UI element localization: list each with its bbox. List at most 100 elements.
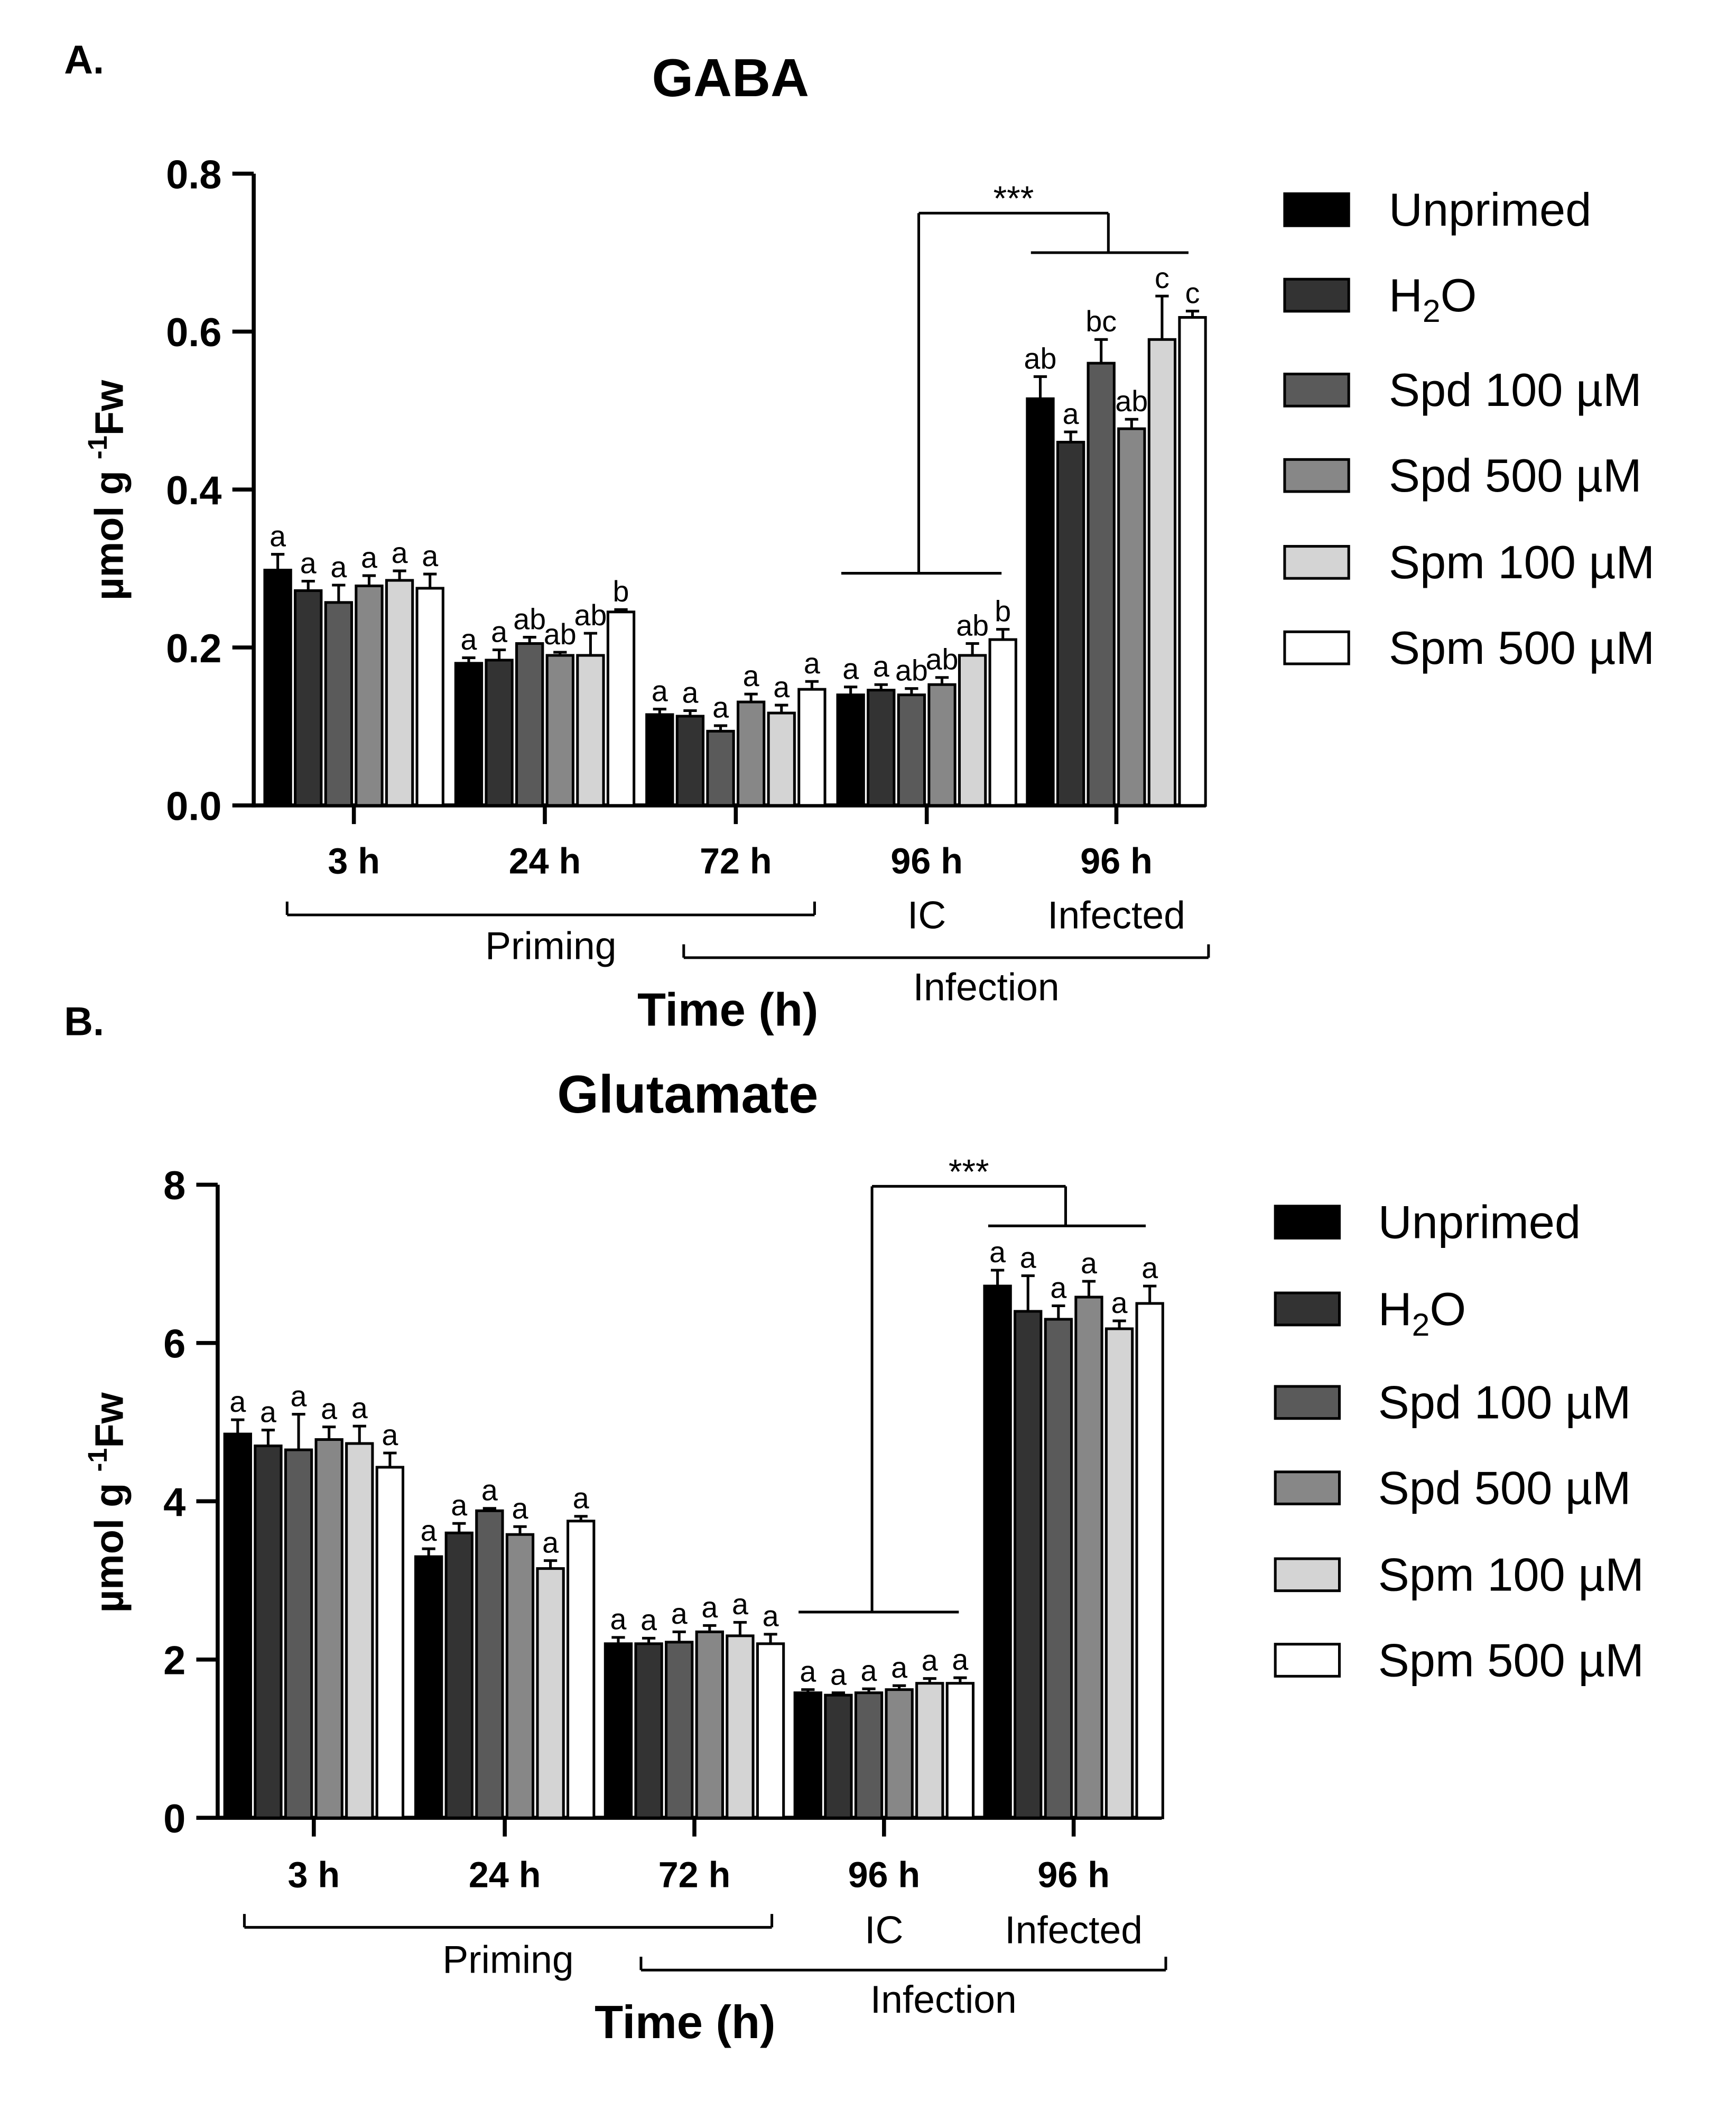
- bar: [355, 584, 384, 807]
- significance-letter: a: [701, 1591, 718, 1624]
- bar: [444, 1531, 474, 1819]
- bar: [983, 1284, 1012, 1819]
- significance-letter: a: [460, 623, 477, 656]
- significance-letter: a: [421, 1514, 437, 1547]
- bar: [958, 654, 987, 807]
- bar: [793, 1691, 822, 1819]
- bar: [1014, 1310, 1043, 1819]
- legend-label-part: O: [1429, 1283, 1466, 1335]
- y-axis-label-sup: -1: [82, 1448, 113, 1472]
- significance-letter: a: [1050, 1271, 1066, 1304]
- significance-letter: a: [922, 1644, 938, 1677]
- y-axis-label-main: µmol g: [87, 1472, 132, 1613]
- panel-label: A.: [64, 38, 104, 82]
- y-tick-label: 0.0: [166, 784, 221, 829]
- bar: [1117, 427, 1146, 807]
- significance-letter: a: [743, 660, 759, 692]
- x-axis-label: Time (h): [637, 984, 818, 1036]
- x-sublabel: IC: [907, 893, 946, 937]
- legend-label: Spd 500 µM: [1378, 1461, 1631, 1514]
- significance-letter: ab: [513, 603, 546, 635]
- bar: [1026, 397, 1055, 807]
- panel-label: B.: [64, 999, 104, 1044]
- significance-letter: a: [382, 1419, 398, 1451]
- y-tick-label: 2: [163, 1639, 185, 1683]
- bar: [726, 1634, 755, 1819]
- significance-letter: a: [291, 1380, 307, 1412]
- legend-label: Spd 100 µM: [1378, 1376, 1631, 1429]
- y-axis-label-main: µmol g: [87, 459, 132, 600]
- significance-letter: a: [451, 1489, 467, 1522]
- significance-letter: a: [351, 1392, 368, 1424]
- significance-letter: a: [542, 1526, 559, 1559]
- bar: [1056, 441, 1085, 807]
- significance-letter: a: [1063, 397, 1079, 430]
- bar: [645, 713, 674, 807]
- legend-label: Spm 500 µM: [1378, 1634, 1644, 1686]
- legend-label: Spm 500 µM: [1389, 622, 1655, 674]
- bar: [545, 654, 574, 807]
- y-axis-label: µmol g -1Fw: [82, 1392, 132, 1613]
- significance-letter: ab: [544, 618, 577, 651]
- significance-letter: a: [682, 676, 698, 709]
- legend-label-sub: 2: [1423, 293, 1441, 329]
- legend-swatch: [1274, 1291, 1341, 1327]
- legend-label-part: H: [1378, 1283, 1412, 1335]
- x-tick-label: 3 h: [288, 1855, 340, 1895]
- x-axis-label: Time (h): [595, 1996, 775, 2048]
- significance-letter: a: [300, 547, 317, 579]
- legend-label: H2O: [1378, 1283, 1466, 1343]
- bar: [567, 1520, 596, 1819]
- bar: [945, 1682, 975, 1819]
- legend-label: Spd 500 µM: [1389, 449, 1642, 502]
- significance-letter: a: [652, 674, 668, 707]
- y-axis-label-sup: -1: [82, 436, 113, 459]
- significance-letter: b: [995, 595, 1011, 627]
- legend-label: H2O: [1389, 269, 1477, 329]
- legend-swatch: [1274, 1205, 1341, 1240]
- bar: [885, 1688, 914, 1819]
- bar: [505, 1533, 535, 1819]
- y-axis-label-tail: Fw: [87, 1392, 132, 1448]
- bar: [836, 693, 865, 807]
- significance-letter: a: [1111, 1286, 1128, 1319]
- chart-panel-b: B. Glutamate 0 2 4 6 8 µmol g -1Fw 3 h 24 h 72 h 96…: [64, 999, 1644, 2048]
- bar: [756, 1642, 785, 1819]
- bar: [1087, 362, 1116, 807]
- significance-letter: ab: [895, 654, 928, 687]
- bar: [606, 610, 636, 807]
- bar: [515, 642, 544, 807]
- bar: [475, 1509, 504, 1819]
- significance-letter: a: [773, 671, 790, 704]
- y-axis-label-tail: Fw: [87, 380, 132, 436]
- legend-label: Spm 100 µM: [1378, 1549, 1644, 1601]
- significance-letter: ab: [1024, 342, 1057, 375]
- bar: [797, 688, 827, 807]
- bar: [706, 729, 735, 807]
- bar: [294, 589, 323, 807]
- legend-swatch: [1274, 1470, 1341, 1505]
- significance-letter: a: [481, 1474, 498, 1507]
- significance-letter: a: [260, 1395, 276, 1428]
- significance-letter: a: [270, 520, 286, 553]
- significance-letter: a: [989, 1236, 1006, 1269]
- bar: [927, 683, 957, 807]
- x-tick-label: 24 h: [509, 841, 581, 882]
- legend-swatch: [1283, 545, 1350, 580]
- bar: [675, 715, 705, 807]
- legend-label: Spm 100 µM: [1389, 536, 1655, 588]
- legend-label: Unprimed: [1378, 1196, 1581, 1248]
- bar: [385, 579, 414, 807]
- priming-label: Priming: [442, 1938, 573, 1981]
- significance-letter: a: [422, 540, 438, 572]
- x-sublabel: Infected: [1005, 1909, 1143, 1952]
- significance-stars: ***: [994, 179, 1034, 218]
- x-tick-label: 96 h: [890, 841, 963, 882]
- legend-swatch: [1274, 1557, 1341, 1593]
- significance-letter: bc: [1085, 305, 1117, 338]
- significance-letter: ab: [956, 609, 989, 642]
- bar: [576, 654, 605, 807]
- significance-letter: a: [229, 1385, 246, 1418]
- legend-swatch: [1283, 192, 1350, 227]
